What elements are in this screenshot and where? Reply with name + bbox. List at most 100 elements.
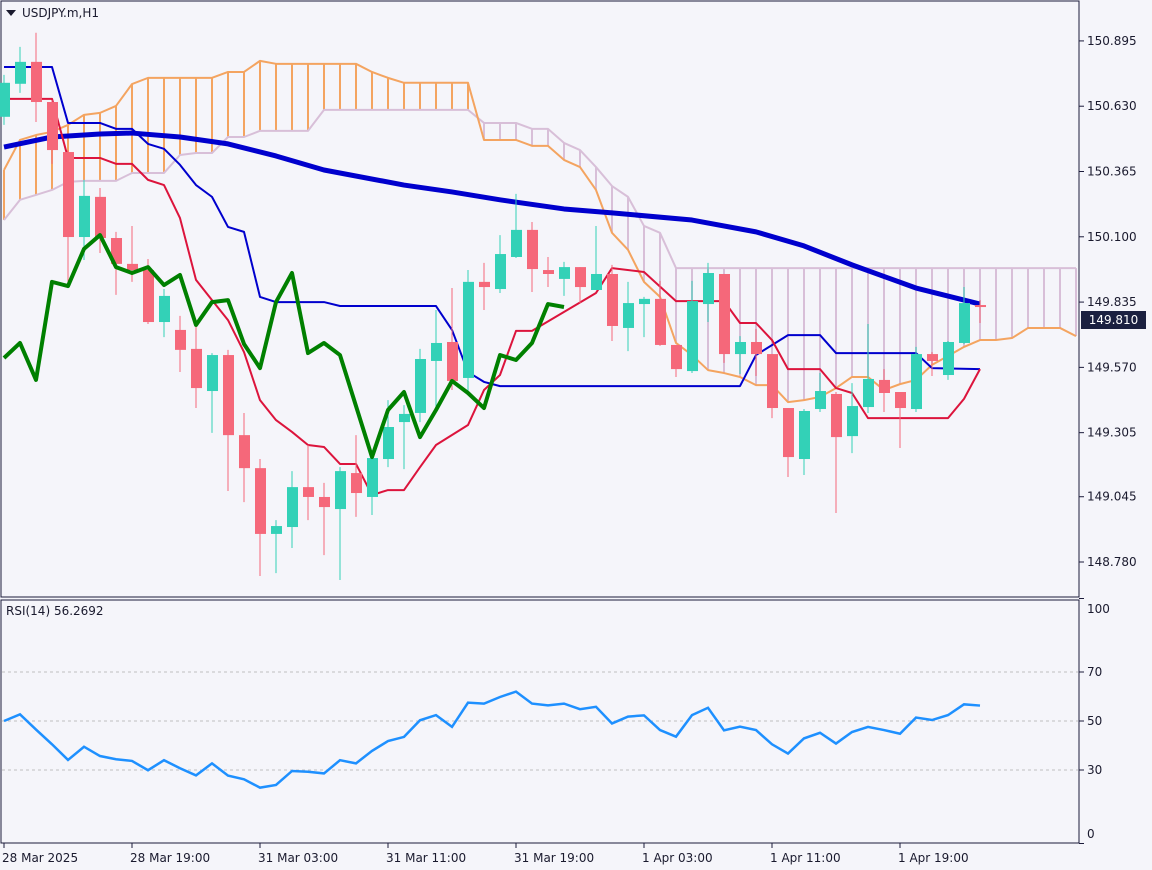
candle-body [175,329,186,350]
bearish-candle [527,222,538,292]
bearish-candle [751,328,762,376]
bullish-candle [335,467,346,580]
bullish-candle [511,193,522,258]
candle-body [47,102,58,151]
rsi-panel-border [0,599,1080,844]
price-tick-label: 150.365 [1087,164,1137,178]
bullish-candle [463,270,474,393]
candle-body [399,413,410,423]
candle-body [287,487,298,528]
bullish-candle [495,235,506,293]
bullish-candle [959,287,970,344]
candle-body [975,305,986,308]
candle-body [367,458,378,497]
candle-body [655,298,666,345]
rsi-tick-label: 0 [1087,827,1095,841]
time-tick-label: 28 Mar 19:00 [130,851,210,865]
bearish-candle [239,412,250,503]
rsi-panel: 100 70 50 30 0 [2,598,1110,844]
rsi-line [3,690,981,789]
bullish-candle [287,471,298,548]
price-tick-label: 150.630 [1087,99,1137,113]
candle-body [687,301,698,372]
bullish-candle [415,348,426,423]
symbol-title[interactable]: USDJPY.m,H1 [6,6,99,20]
candle-body [351,473,362,494]
bullish-candle [431,309,442,410]
candle-body [799,410,810,460]
bearish-candle [767,354,778,419]
time-tick-label: 1 Apr 19:00 [898,851,969,865]
candle-body [943,341,954,376]
bullish-candle [591,225,602,291]
price-axis: 150.895 150.630 150.365 150.100 149.835 149.5… [1079,34,1137,569]
candle-body [927,354,938,361]
candle-body [127,263,138,271]
candle-body [383,426,394,460]
bullish-candle [623,281,634,352]
price-tick-label: 148.780 [1087,555,1137,569]
time-tick-label: 28 Mar 2025 [2,851,78,865]
candle-body [559,267,570,279]
dropdown-triangle-icon[interactable] [6,10,16,16]
bearish-candle [223,349,234,492]
bearish-candle [47,100,58,164]
price-tick-label: 150.895 [1087,34,1137,48]
candle-body [431,342,442,361]
candle-body [623,303,634,328]
candle-body [895,392,906,409]
candle-body [543,270,554,274]
bearish-candle [63,150,74,282]
bearish-candle [575,267,586,304]
candle-body [159,295,170,323]
candle-body [415,358,426,413]
candle-body [719,273,730,355]
bearish-candle [95,188,106,254]
bullish-candle [799,409,810,476]
bullish-candle [367,458,378,515]
senkou-span-a-line [3,59,1077,404]
candle-body [15,61,26,84]
rsi-tick-label: 50 [1087,714,1102,728]
price-tick-label: 149.045 [1087,490,1137,504]
candle-body [463,281,474,378]
candle-body [575,267,586,288]
candle-body [319,496,330,508]
time-tick-label: 31 Mar 19:00 [514,851,594,865]
candle-body [239,435,250,469]
symbol-label: USDJPY.m,H1 [22,6,100,20]
candle-body [703,273,714,305]
bullish-candle [271,520,282,574]
candle-body [959,303,970,343]
candle-body [735,341,746,355]
candle-body [335,471,346,510]
current-price-tag: 149.810 [1081,311,1146,329]
candle-body [591,273,602,291]
candle-body [0,82,10,117]
candle-body [911,354,922,410]
bearish-candle [447,288,458,391]
bearish-candle [831,392,842,513]
candle-body [751,341,762,355]
candle-body [511,229,522,257]
time-tick-label: 31 Mar 11:00 [386,851,466,865]
candle-body [31,61,42,103]
time-axis: 28 Mar 2025 28 Mar 19:00 31 Mar 03:00 31 Ma… [2,843,969,865]
rsi-tick-label: 70 [1087,665,1102,679]
bearish-candle [879,369,890,412]
bearish-candle [927,352,938,376]
candle-body [671,344,682,370]
candle-body [607,273,618,326]
price-tick-label: 149.570 [1087,360,1137,374]
chikou-span [2,233,565,460]
bullish-candle [639,296,650,338]
bullish-candle [399,405,410,470]
candle-body [527,229,538,270]
bearish-candle [351,435,362,517]
bullish-candle [863,324,874,413]
bearish-candle [255,459,266,577]
candle-body [847,406,858,437]
bearish-candle [31,32,42,122]
candle-body [783,408,794,458]
bullish-candle [943,341,954,380]
